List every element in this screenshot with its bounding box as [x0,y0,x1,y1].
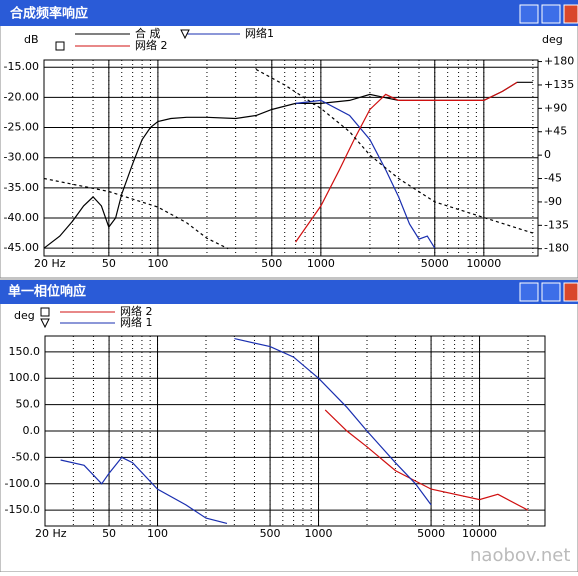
series-line [324,409,529,511]
y-tick-label: -20.00 [4,90,39,103]
y2-tick-label: 0 [544,148,551,161]
y-tick-label: 50.0 [16,398,41,411]
x-tick-label: 50 [102,257,116,270]
legend-label: 网络 2 [120,304,153,318]
y-tick-label: -45.00 [4,241,39,254]
x-tick-label: 50 [102,527,116,540]
window-buttons[interactable] [519,4,578,24]
window-buttons[interactable] [519,282,578,302]
close-button[interactable] [563,4,578,24]
x-tick-label: 500 [261,257,282,270]
window-title: 合成频率响应 [10,6,88,22]
legend-marker [55,41,65,51]
y-tick-label: -35.00 [4,181,39,194]
legend-label: 网络 1 [120,315,153,329]
x-tick-label: 100 [147,527,168,540]
y-tick-label: -25.00 [4,121,39,134]
y-tick-label: -150.0 [5,503,40,516]
window-title: 单一相位响应 [8,284,86,300]
legend-marker [40,307,50,317]
x-tick-label: 1000 [307,257,335,270]
y2-tick-label: -135 [544,218,569,231]
y2-tick-label: +180 [544,55,574,68]
y-tick-label: 150.0 [9,345,41,358]
legend-marker [40,318,50,329]
maximize-button[interactable] [541,4,561,24]
series-line [295,81,518,243]
y-tick-label: 100.0 [9,371,41,384]
y-axis-label: deg [14,309,35,322]
y2-tick-label: +135 [544,78,574,91]
y-axis-label: dB [24,33,39,46]
legend-label: 合 成 [135,26,161,40]
x-tick-label: 100 [147,257,168,270]
y2-tick-label: -90 [544,195,562,208]
x-tick-label: 20 Hz [35,527,67,540]
y-tick-label: -50.0 [12,450,40,463]
close-button[interactable] [563,282,578,302]
legend-label: 网络1 [245,26,274,40]
legend-marker [180,29,190,40]
y-tick-label: -100.0 [5,477,40,490]
minimize-button[interactable] [519,282,539,302]
legend-label: 网络 2 [135,38,168,52]
y-tick-label: -30.00 [4,151,39,164]
minimize-button[interactable] [519,4,539,24]
y2-tick-label: +45 [544,125,567,138]
series-line [43,68,534,250]
x-tick-label: 20 Hz [34,257,66,270]
title-bar [0,280,578,304]
y-tick-label: -15.00 [4,60,39,73]
series-line [295,99,436,249]
maximize-button[interactable] [541,282,561,302]
x-tick-label: 10000 [466,257,501,270]
y2-tick-label: +90 [544,101,567,114]
x-tick-label: 500 [260,527,281,540]
x-tick-label: 10000 [462,527,497,540]
x-tick-label: 5000 [421,257,449,270]
series-line [60,338,432,524]
y-tick-label: -40.00 [4,211,39,224]
y2-tick-label: -180 [544,242,569,255]
title-bar [0,0,578,26]
y2-axis-label: deg [542,33,563,46]
x-tick-label: 1000 [305,527,333,540]
watermark: naobov.net [470,545,570,566]
x-tick-label: 5000 [417,527,445,540]
y2-tick-label: -45 [544,172,562,185]
y-tick-label: 0.0 [23,424,41,437]
